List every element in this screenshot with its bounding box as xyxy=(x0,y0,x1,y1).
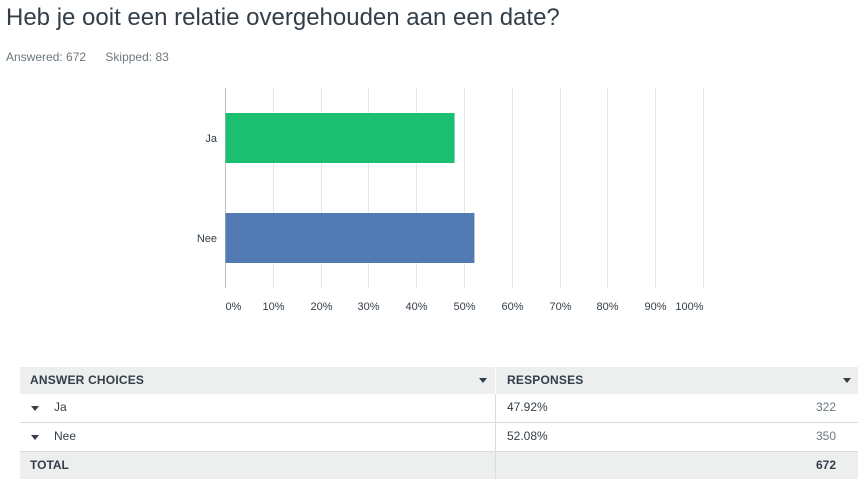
x-tick-label: 0% xyxy=(226,301,242,313)
column-divider xyxy=(495,423,496,451)
x-tick-label: 70% xyxy=(549,301,571,313)
question-title: Heb je ooit een relatie overgehouden aan… xyxy=(6,4,560,31)
expand-row-icon[interactable] xyxy=(31,406,39,411)
x-tick-label: 60% xyxy=(501,301,523,313)
x-tick-label: 20% xyxy=(310,301,332,313)
response-count: 350 xyxy=(815,429,836,443)
column-divider xyxy=(495,367,496,394)
x-tick-label: 90% xyxy=(644,301,666,313)
sort-responses-icon[interactable] xyxy=(843,378,851,383)
skipped-count: Skipped: 83 xyxy=(105,50,169,64)
bar-ja xyxy=(225,113,455,163)
header-answer-choices[interactable]: ANSWER CHOICES xyxy=(30,373,145,387)
x-tick-label: 40% xyxy=(405,301,427,313)
answer-table: ANSWER CHOICES RESPONSES Ja 47.92% 322 N… xyxy=(20,367,858,479)
x-tick-label: 100% xyxy=(675,301,703,313)
column-divider xyxy=(495,394,496,422)
category-label: Ja xyxy=(205,133,218,145)
response-meta: Answered: 672 Skipped: 83 xyxy=(6,50,169,64)
response-count: 322 xyxy=(815,400,836,414)
x-tick-label: 80% xyxy=(596,301,618,313)
category-label: Nee xyxy=(197,233,217,245)
table-row: Ja 47.92% 322 xyxy=(20,394,858,423)
x-tick-label: 10% xyxy=(262,301,284,313)
header-responses[interactable]: RESPONSES xyxy=(507,373,584,387)
sort-answer-choices-icon[interactable] xyxy=(479,378,487,383)
response-percent: 47.92% xyxy=(507,400,548,414)
table-header-row: ANSWER CHOICES RESPONSES xyxy=(20,367,858,394)
response-percent: 52.08% xyxy=(507,429,548,443)
answered-count: Answered: 672 xyxy=(6,50,87,64)
table-total-row: TOTAL 672 xyxy=(20,452,858,479)
total-count: 672 xyxy=(815,458,836,472)
total-label: TOTAL xyxy=(30,458,69,472)
answer-choice-label: Nee xyxy=(54,429,77,443)
x-tick-label: 50% xyxy=(453,301,475,313)
bar-nee xyxy=(225,213,475,263)
column-divider xyxy=(495,452,496,479)
table-row: Nee 52.08% 350 xyxy=(20,423,858,452)
x-tick-label: 30% xyxy=(357,301,379,313)
expand-row-icon[interactable] xyxy=(31,435,39,440)
answer-choice-label: Ja xyxy=(54,400,67,414)
